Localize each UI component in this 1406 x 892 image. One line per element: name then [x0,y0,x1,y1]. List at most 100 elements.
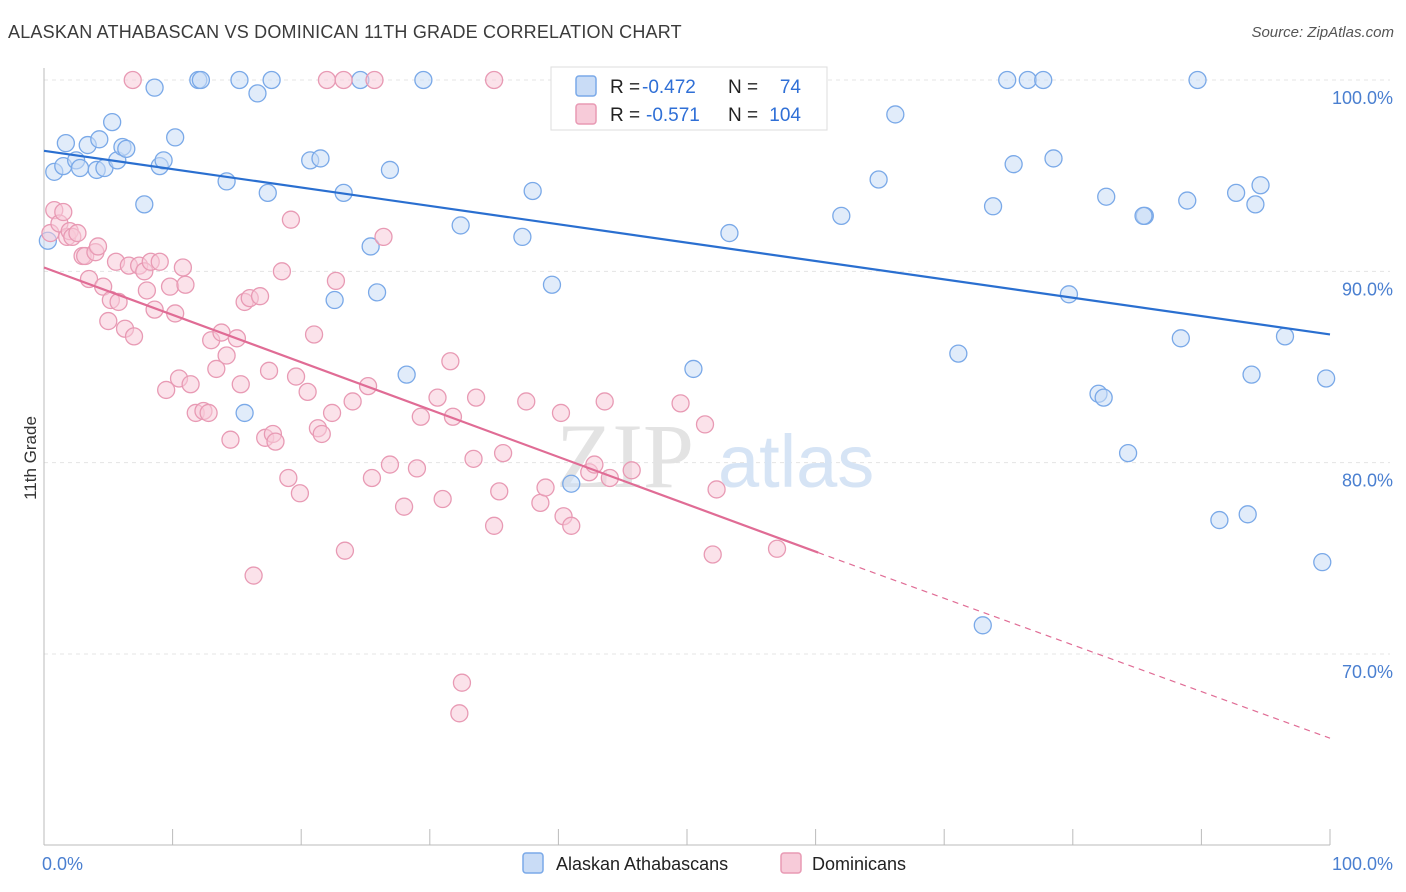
dominican-point-58 [304,325,324,344]
chart-title: ALASKAN ATHABASCAN VS DOMINICAN 11TH GRA… [8,22,682,42]
watermark-atlas: atlas [718,420,874,503]
dominican-point-53 [279,468,298,488]
athabascan-point-39 [523,181,542,201]
athabascan-trend-line [43,149,1331,336]
athabascan-point-59 [1097,187,1116,206]
dominican-point-51 [266,432,285,451]
dominican-point-100 [334,70,353,90]
athabascan-point-10 [103,112,122,132]
bottom-legend-dominican: Dominicans [812,854,906,874]
athabascan-point-54 [1034,70,1053,90]
legend-n-label-1: N = [728,77,758,98]
dominican-point-96 [703,545,722,564]
athabascan-point-48 [949,344,968,363]
dominican-point-86 [551,403,571,423]
dominican-point-54 [281,210,301,229]
athabascan-point-64 [1178,191,1197,210]
dominican-point-80 [484,516,504,535]
athabascan-point-67 [1226,183,1246,203]
dominican-point-36 [199,403,218,423]
dominican-point-32 [176,275,195,294]
tick-labels: 100.0% 90.0% 80.0% 70.0% 0.0% 100.0% [42,88,1393,874]
athabascan-point-32 [361,237,380,256]
legend-r-value-2: -0.571 [646,105,700,126]
athabascan-point-73 [1316,369,1336,388]
x-tick-label-0: 0.0% [42,854,83,874]
dominican-point-38 [207,359,226,379]
athabascan-point-34 [380,160,400,180]
athabascan-point-50 [983,197,1003,216]
dominican-point-61 [322,403,342,423]
dominican-point-76 [450,704,469,723]
dominican-point-31 [173,258,193,277]
athabascan-point-43 [720,223,739,243]
dominican-point-3 [54,202,73,222]
y-tick-label-3: 70.0% [1342,662,1393,682]
athabascan-point-72 [1275,327,1295,346]
athabascan-point-18 [166,128,185,147]
dominican-point-77 [452,673,472,692]
y-tick-label-1: 90.0% [1342,279,1393,299]
athabascan-point-33 [367,283,387,302]
athabascan-point-8 [90,130,109,149]
dominican-point-78 [464,449,483,468]
athabascan-point-70 [1246,195,1265,214]
bottom-legend-swatch-dominican [780,852,802,874]
legend-swatch-dominican [575,103,597,125]
dominican-point-103 [484,70,504,90]
dominican-point-73 [433,489,452,509]
data-points [38,70,1336,723]
dominican-point-102 [123,70,142,90]
dominican-point-55 [286,367,306,386]
athabascan-point-29 [325,290,344,310]
dominican-point-23 [137,281,157,300]
dominican-point-95 [695,415,715,434]
dominican-point-97 [707,480,726,499]
athabascan-point-74 [1313,553,1332,572]
athabascan-point-14 [135,195,154,214]
dominican-point-47 [250,287,270,306]
dominican-point-91 [595,392,614,411]
athabascan-point-63 [1171,329,1190,348]
source-label: Source: ZipAtlas.com [1251,24,1394,41]
athabascan-point-53 [1018,70,1037,90]
dominican-point-46 [244,566,263,585]
dominican-point-64 [343,392,362,411]
legend-n-value-1: 74 [780,77,802,98]
athabascan-point-62 [1134,206,1153,225]
dominican-point-49 [259,361,279,380]
dominican-point-40 [217,346,236,365]
athabascan-point-22 [230,70,249,90]
athabascan-point-55 [1044,149,1063,168]
legend-r-label-1: R = [610,77,640,98]
dominican-point-26 [150,252,169,271]
dominican-point-93 [622,461,641,480]
athabascan-point-23 [235,403,254,423]
dominican-point-84 [531,493,550,512]
dominican-point-75 [443,407,463,426]
athabascan-point-26 [262,70,281,90]
athabascan-point-46 [869,170,888,189]
dominican-point-60 [312,424,331,444]
athabascan-point-60 [1118,443,1138,463]
athabascan-point-3 [56,133,76,153]
dominican-point-82 [493,443,513,463]
bottom-legend-athabascan: Alaskan Athabascans [556,854,728,874]
athabascan-point-24 [248,84,267,103]
legend: R = -0.472 N = 74 R = -0.571 N = 104 [550,66,828,131]
athabascan-point-20 [191,70,211,90]
dominican-point-94 [671,394,690,413]
watermark: ZIP atlas [556,405,874,507]
athabascan-point-41 [562,474,581,493]
athabascan-point-66 [1210,510,1229,530]
legend-r-label-2: R = [610,105,640,126]
trend-lines [43,149,1331,739]
dominican-point-52 [272,262,292,281]
athabascan-point-37 [451,216,470,235]
dominican-point-27 [157,380,176,400]
athabascan-point-49 [973,616,992,635]
legend-box [550,66,828,131]
dominican-point-81 [490,482,509,501]
dominican-point-85 [536,478,555,497]
